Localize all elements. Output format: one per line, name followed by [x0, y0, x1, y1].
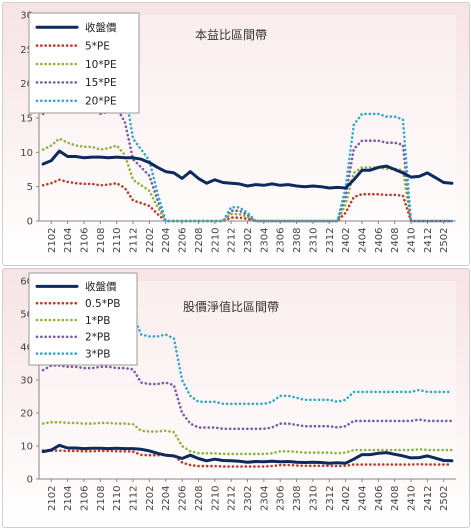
pe-x-tick-label: 2404: [357, 228, 368, 253]
pe-legend-label-0: 收盤價: [85, 21, 117, 34]
pb-x-tick-label: 2102: [47, 486, 58, 511]
pb-x-tick-label: 2104: [63, 486, 74, 511]
pb-y-tick-label: 40: [20, 343, 33, 354]
pb-x-tick-label: 2312: [325, 486, 336, 511]
pb-x-tick-label: 2502: [439, 486, 450, 511]
pb-series-line-2: [41, 420, 454, 456]
pb-band-chart: 0 10 20 30 40 50 60 2102 2104 2106 2108 2110 2112 220…: [2, 268, 470, 528]
pe-y-tick-label: 15: [20, 114, 33, 125]
pe-x-tick-label: 2206: [178, 228, 189, 253]
pb-legend: [28, 272, 138, 366]
pe-series-line-3: [41, 96, 454, 223]
pb-legend-label-4: 3*PB: [85, 348, 110, 360]
pb-x-tick-label: 2304: [259, 486, 270, 511]
pe-y-tick-label: 30: [20, 11, 33, 22]
pe-y-tick-label: 5: [27, 182, 33, 193]
pb-x-tick-label: 2202: [145, 486, 156, 511]
pb-x-tick-label: 2206: [178, 486, 189, 511]
pe-band-chart-svg: 0 5 10 15 20 25 30 2102 2104 2106 2108 2110 2112 2202…: [20, 11, 456, 253]
pb-x-tick-label: 2110: [112, 486, 123, 511]
pe-x-tick-label: 2208: [194, 228, 205, 253]
pe-x-tick-label: 2306: [276, 228, 287, 253]
pb-y-tick-label: 0: [27, 475, 33, 486]
pe-y-tick-label: 20: [20, 79, 33, 90]
pb-x-tick-label: 2106: [79, 486, 90, 511]
pe-y-tick-label: 25: [20, 45, 33, 56]
pb-chart-title: 股價淨值比區間帶: [183, 299, 279, 314]
pb-series-line-0: [41, 443, 454, 465]
pb-series-line-3: [41, 364, 454, 431]
pe-x-tick-label: 2304: [259, 228, 270, 253]
pb-x-tick-label: 2306: [276, 486, 287, 511]
pe-x-tick-label: 2310: [308, 228, 319, 253]
pe-legend-label-2: 10*PE: [85, 59, 117, 71]
pb-x-tick-label: 2112: [129, 486, 140, 511]
pb-x-tick-label: 2302: [243, 486, 254, 511]
pe-x-tick-label: 2102: [47, 228, 58, 253]
pe-x-tick-label: 2104: [63, 228, 74, 253]
pb-x-tick-label: 2308: [292, 486, 303, 511]
pe-legend-label-3: 15*PE: [85, 77, 117, 89]
pb-x-tick-label: 2404: [357, 486, 368, 511]
pe-legend: [28, 12, 140, 114]
pe-x-tick-label: 2202: [145, 228, 156, 253]
pe-x-tick-label: 2408: [390, 228, 401, 253]
pb-x-tick-label: 2410: [407, 486, 418, 511]
pb-y-tick-label: 30: [20, 376, 33, 387]
pe-x-tick-label: 2210: [210, 228, 221, 253]
pe-series-line-0: [41, 149, 454, 190]
pb-y-tick-label: 20: [20, 409, 33, 420]
pb-legend-label-3: 2*PB: [85, 332, 110, 344]
pb-series-line-1: [41, 449, 454, 468]
pe-x-tick-label: 2112: [129, 228, 140, 253]
pb-x-tick-label: 2402: [341, 486, 352, 511]
pb-x-tick-label: 2208: [194, 486, 205, 511]
pe-x-tick-label: 2204: [161, 228, 172, 253]
pb-legend-label-2: 1*PB: [85, 315, 110, 327]
pb-x-tick-label: 2204: [161, 486, 172, 511]
pe-x-tick-label: 2312: [325, 228, 336, 253]
pb-band-chart-svg: 0 10 20 30 40 50 60 2102 2104 2106 2108 2110 2112 220…: [20, 272, 456, 511]
pb-x-tick-label: 2310: [308, 486, 319, 511]
pb-legend-label-1: 0.5*PB: [85, 298, 120, 310]
pe-x-tick-label: 2110: [112, 228, 123, 253]
pe-series-line-1: [41, 178, 454, 223]
pe-y-tick-label: 10: [20, 148, 33, 159]
pb-x-tick-label: 2210: [210, 486, 221, 511]
pb-legend-label-0: 收盤價: [85, 280, 117, 293]
pb-y-tick-label: 10: [20, 442, 33, 453]
pb-x-tick-label: 2108: [96, 486, 107, 511]
pb-x-tick-label: 2408: [390, 486, 401, 511]
pe-x-tick-label: 2402: [341, 228, 352, 253]
pb-x-tick-label: 2412: [423, 486, 434, 511]
pb-x-tick-label: 2406: [374, 486, 385, 511]
pe-y-tick-label: 0: [27, 217, 33, 228]
pe-x-tick-label: 2412: [423, 228, 434, 253]
pb-y-tick-label: 50: [20, 310, 33, 321]
pe-x-tick-label: 2502: [439, 228, 450, 253]
pe-series-line-2: [41, 137, 454, 223]
pe-series-line-4: [41, 54, 454, 223]
pe-x-tick-label: 2410: [407, 228, 418, 253]
pb-x-tick-label: 2212: [227, 486, 238, 511]
pe-x-tick-label: 2406: [374, 228, 385, 253]
pe-x-tick-label: 2106: [79, 228, 90, 253]
pe-band-chart: 0 5 10 15 20 25 30 2102 2104 2106 2108 2110 2112 2202…: [2, 2, 470, 266]
pb-y-tick-label: 60: [20, 277, 33, 288]
pe-x-tick-label: 2302: [243, 228, 254, 253]
pe-chart-title: 本益比區間帶: [195, 28, 267, 42]
pe-x-tick-label: 2212: [227, 228, 238, 253]
pe-legend-label-1: 5*PE: [85, 40, 110, 52]
pe-x-tick-label: 2308: [292, 228, 303, 253]
pe-legend-label-4: 20*PE: [85, 96, 117, 108]
pe-x-tick-label: 2108: [96, 228, 107, 253]
